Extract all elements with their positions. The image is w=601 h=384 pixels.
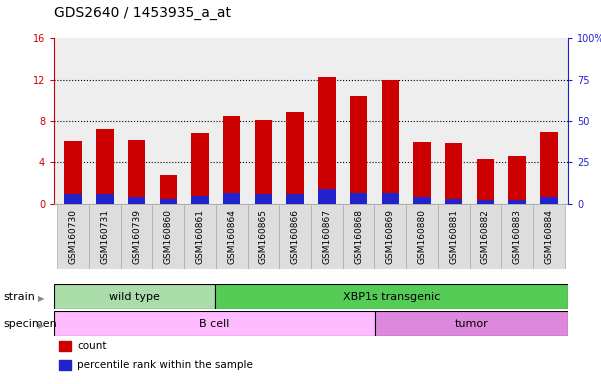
Bar bbox=[64, 141, 82, 204]
Bar bbox=[191, 196, 209, 204]
Bar bbox=[54, 284, 215, 309]
Text: GSM160883: GSM160883 bbox=[513, 209, 522, 264]
Text: GSM160882: GSM160882 bbox=[481, 209, 490, 264]
Text: GSM160868: GSM160868 bbox=[354, 209, 363, 264]
Bar bbox=[374, 204, 406, 269]
Bar bbox=[375, 311, 568, 336]
Bar bbox=[57, 204, 89, 269]
Text: percentile rank within the sample: percentile rank within the sample bbox=[77, 360, 253, 370]
Bar bbox=[64, 194, 82, 204]
Text: B cell: B cell bbox=[200, 318, 230, 329]
Text: GSM160866: GSM160866 bbox=[291, 209, 300, 264]
Bar bbox=[508, 156, 526, 204]
Text: wild type: wild type bbox=[109, 291, 160, 302]
Text: XBP1s transgenic: XBP1s transgenic bbox=[343, 291, 440, 302]
Bar bbox=[413, 197, 431, 204]
Text: tumor: tumor bbox=[455, 318, 489, 329]
Text: GSM160739: GSM160739 bbox=[132, 209, 141, 264]
Bar bbox=[406, 204, 438, 269]
Bar bbox=[477, 159, 494, 204]
Text: count: count bbox=[77, 341, 107, 351]
Bar bbox=[121, 204, 153, 269]
Bar bbox=[128, 197, 145, 204]
Text: GSM160731: GSM160731 bbox=[100, 209, 109, 264]
Text: strain: strain bbox=[3, 291, 35, 302]
Bar bbox=[59, 341, 70, 351]
Bar bbox=[248, 204, 279, 269]
Text: specimen: specimen bbox=[3, 318, 56, 329]
Bar bbox=[96, 194, 114, 204]
Bar bbox=[438, 204, 469, 269]
Bar bbox=[540, 132, 558, 204]
Text: GSM160869: GSM160869 bbox=[386, 209, 395, 264]
Text: GSM160864: GSM160864 bbox=[227, 209, 236, 264]
Bar bbox=[191, 133, 209, 204]
Text: GSM160880: GSM160880 bbox=[418, 209, 427, 264]
Bar bbox=[413, 142, 431, 204]
Text: GSM160884: GSM160884 bbox=[545, 209, 554, 264]
Bar bbox=[216, 204, 248, 269]
Bar bbox=[184, 204, 216, 269]
Bar bbox=[533, 204, 565, 269]
Bar bbox=[215, 284, 568, 309]
Bar bbox=[159, 199, 177, 204]
Text: ▶: ▶ bbox=[38, 294, 44, 303]
Bar bbox=[508, 200, 526, 204]
Bar bbox=[445, 142, 463, 204]
Bar bbox=[96, 129, 114, 204]
Bar bbox=[311, 204, 343, 269]
Bar bbox=[59, 360, 70, 370]
Bar bbox=[279, 204, 311, 269]
Bar bbox=[382, 80, 399, 204]
Bar bbox=[255, 120, 272, 204]
Bar bbox=[153, 204, 184, 269]
Bar bbox=[89, 204, 121, 269]
Bar bbox=[350, 96, 367, 204]
Bar bbox=[343, 204, 374, 269]
Bar bbox=[287, 112, 304, 204]
Bar bbox=[159, 175, 177, 204]
Bar bbox=[318, 76, 335, 204]
Text: GSM160867: GSM160867 bbox=[322, 209, 331, 264]
Text: ▶: ▶ bbox=[38, 321, 44, 330]
Bar bbox=[469, 204, 501, 269]
Bar bbox=[255, 194, 272, 204]
Bar bbox=[382, 193, 399, 204]
Bar bbox=[54, 311, 375, 336]
Bar bbox=[128, 139, 145, 204]
Text: GSM160865: GSM160865 bbox=[259, 209, 268, 264]
Bar bbox=[223, 193, 240, 204]
Bar bbox=[350, 193, 367, 204]
Text: GSM160881: GSM160881 bbox=[450, 209, 458, 264]
Bar bbox=[477, 200, 494, 204]
Bar bbox=[318, 189, 335, 204]
Text: GSM160861: GSM160861 bbox=[195, 209, 204, 264]
Text: GDS2640 / 1453935_a_at: GDS2640 / 1453935_a_at bbox=[54, 6, 231, 20]
Bar bbox=[501, 204, 533, 269]
Bar bbox=[540, 197, 558, 204]
Text: GSM160860: GSM160860 bbox=[164, 209, 172, 264]
Bar bbox=[223, 116, 240, 204]
Bar bbox=[287, 194, 304, 204]
Bar bbox=[445, 199, 463, 204]
Text: GSM160730: GSM160730 bbox=[69, 209, 78, 264]
